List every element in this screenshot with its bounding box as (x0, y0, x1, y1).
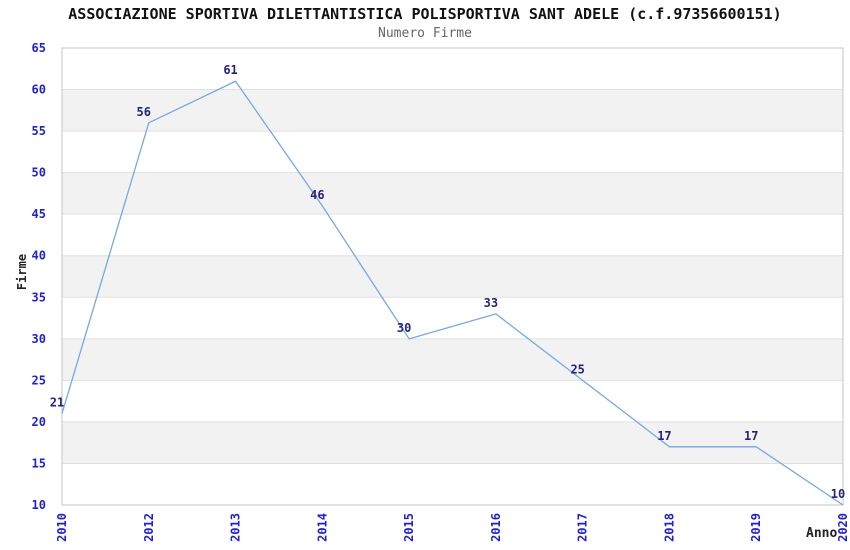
value-label: 30 (397, 321, 411, 335)
background-band (62, 255, 843, 298)
y-tick-label: 25 (32, 373, 46, 387)
y-tick-label: 60 (32, 83, 46, 97)
y-tick-label: 50 (32, 166, 46, 180)
value-label: 21 (50, 396, 64, 410)
value-label: 56 (137, 105, 151, 119)
x-tick-label: 2017 (576, 513, 590, 542)
y-axis-title: Firme (15, 253, 29, 291)
value-label: 17 (657, 429, 671, 443)
value-label: 33 (484, 296, 498, 310)
y-tick-label: 35 (32, 290, 46, 304)
y-tick-label: 55 (32, 124, 46, 138)
x-tick-label: 2019 (749, 513, 763, 542)
plot-frame (61, 47, 844, 506)
y-tick-label: 10 (32, 498, 46, 512)
x-tick-label: 2018 (662, 513, 676, 542)
y-tick-label: 65 (32, 41, 46, 55)
value-label: 61 (223, 63, 237, 77)
background-band (62, 172, 843, 215)
x-tick-label: 2020 (836, 513, 850, 542)
x-tick-label: 2016 (489, 513, 503, 542)
x-tick-label: 2012 (142, 513, 156, 542)
background-band (62, 338, 843, 381)
y-tick-label: 30 (32, 332, 46, 346)
y-tick-label: 15 (32, 456, 46, 470)
value-label: 17 (744, 429, 758, 443)
x-axis-title: Anno (806, 526, 838, 541)
y-tick-label: 40 (32, 249, 46, 263)
x-tick-label: 2015 (402, 513, 416, 542)
x-tick-label: 2014 (315, 513, 329, 542)
value-label: 10 (831, 487, 845, 501)
y-tick-label: 45 (32, 207, 46, 221)
value-label: 46 (310, 188, 324, 202)
x-tick-label: 2010 (55, 513, 69, 542)
value-label: 25 (570, 362, 584, 376)
data-line (61, 80, 844, 506)
background-band (62, 421, 843, 464)
x-tick-label: 2013 (229, 513, 243, 542)
chart-title: ASSOCIAZIONE SPORTIVA DILETTANTISTICA PO… (68, 5, 782, 23)
y-tick-label: 20 (32, 415, 46, 429)
background-band (62, 89, 843, 132)
chart-subtitle: Numero Firme (378, 26, 472, 41)
